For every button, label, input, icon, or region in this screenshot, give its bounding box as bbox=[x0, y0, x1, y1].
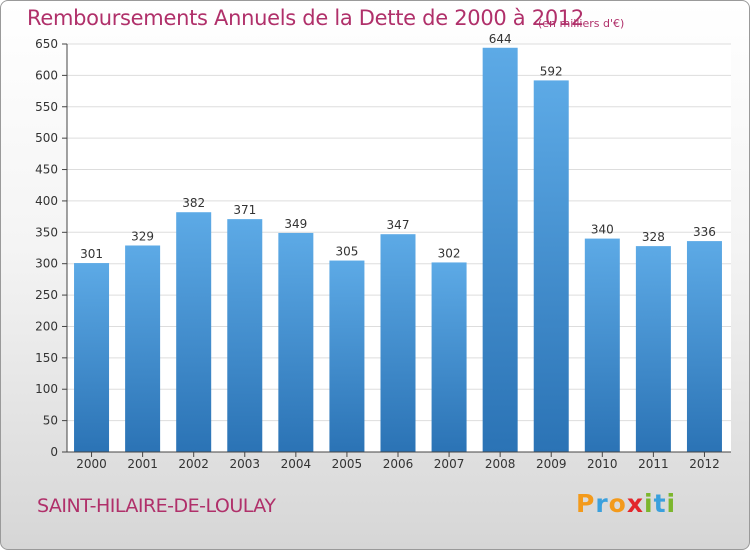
data-label: 302 bbox=[438, 246, 461, 260]
proxiti-logo: Proxiti bbox=[576, 489, 676, 518]
x-tick-label: 2002 bbox=[178, 457, 209, 471]
axes bbox=[66, 44, 731, 453]
y-tick-label: 50 bbox=[43, 414, 58, 428]
x-tick-label: 2012 bbox=[689, 457, 720, 471]
x-tick-label: 2006 bbox=[383, 457, 414, 471]
y-tick-label: 500 bbox=[35, 131, 58, 145]
x-tick-label: 2009 bbox=[536, 457, 567, 471]
x-axis-ticks: 2000 2001 2002 2003 2004 2005 2006 2007 2008 2009… bbox=[76, 452, 720, 471]
logo-letter: i bbox=[644, 489, 654, 518]
y-tick-label: 400 bbox=[35, 194, 58, 208]
y-tick-label: 650 bbox=[35, 37, 58, 51]
bar-2006 bbox=[380, 234, 416, 452]
y-tick-label: 300 bbox=[35, 257, 58, 271]
y-tick-label: 250 bbox=[35, 288, 58, 302]
data-label: 592 bbox=[540, 64, 563, 78]
bar-2010 bbox=[584, 238, 620, 452]
data-label: 340 bbox=[591, 223, 614, 237]
data-label: 371 bbox=[233, 203, 256, 217]
y-tick-label: 200 bbox=[35, 319, 58, 333]
logo-letter: P bbox=[576, 489, 596, 518]
x-tick-label: 2001 bbox=[127, 457, 158, 471]
logo-letter: r bbox=[595, 489, 609, 518]
y-tick-label: 0 bbox=[50, 445, 58, 459]
data-label: 644 bbox=[489, 32, 512, 46]
y-axis-ticks: 0 50 100 150 200 250 300 350 400 450 500 550 600 650 bbox=[35, 37, 67, 459]
y-tick-label: 450 bbox=[35, 163, 58, 177]
data-label: 382 bbox=[182, 196, 205, 210]
logo-letter: x bbox=[626, 489, 644, 518]
data-label: 301 bbox=[80, 247, 103, 261]
bar-2012 bbox=[686, 241, 722, 452]
bar-2005 bbox=[329, 260, 365, 452]
x-tick-label: 2010 bbox=[587, 457, 618, 471]
chart-title: Remboursements Annuels de la Dette de 20… bbox=[27, 6, 584, 30]
bar-2001 bbox=[125, 245, 161, 452]
x-tick-label: 2000 bbox=[76, 457, 107, 471]
x-tick-label: 2003 bbox=[229, 457, 260, 471]
bar-2003 bbox=[227, 219, 263, 452]
bars bbox=[74, 47, 722, 453]
data-label: 349 bbox=[284, 217, 307, 231]
y-tick-label: 550 bbox=[35, 100, 58, 114]
x-tick-label: 2004 bbox=[281, 457, 312, 471]
logo-letter: o bbox=[608, 489, 627, 518]
commune-name: SAINT-HILAIRE-DE-LOULAY bbox=[37, 495, 276, 517]
bar-2004 bbox=[278, 232, 314, 452]
bar-2011 bbox=[635, 246, 671, 452]
x-tick-label: 2011 bbox=[638, 457, 669, 471]
bar-2007 bbox=[431, 262, 467, 452]
x-tick-label: 2008 bbox=[485, 457, 516, 471]
bar-2008 bbox=[482, 47, 518, 453]
logo-letter: i bbox=[666, 489, 677, 518]
y-tick-label: 150 bbox=[35, 351, 58, 365]
data-label: 328 bbox=[642, 230, 665, 244]
x-tick-label: 2005 bbox=[332, 457, 363, 471]
bar-2002 bbox=[176, 212, 212, 452]
y-tick-label: 350 bbox=[35, 225, 58, 239]
chart-subtitle: (en milliers d'€) bbox=[538, 17, 625, 30]
bar-2009 bbox=[533, 80, 569, 452]
data-label: 347 bbox=[387, 218, 410, 232]
data-label: 336 bbox=[693, 225, 716, 239]
y-tick-label: 600 bbox=[35, 68, 58, 82]
y-tick-label: 100 bbox=[35, 382, 58, 396]
data-label: 305 bbox=[335, 245, 358, 259]
data-label: 329 bbox=[131, 229, 154, 243]
data-labels: 301 329 382 371 349 305 347 302 644 592 340 328 336 bbox=[80, 32, 716, 261]
x-tick-label: 2007 bbox=[434, 457, 465, 471]
bar-2000 bbox=[74, 263, 110, 452]
logo-letter: t bbox=[653, 489, 667, 518]
